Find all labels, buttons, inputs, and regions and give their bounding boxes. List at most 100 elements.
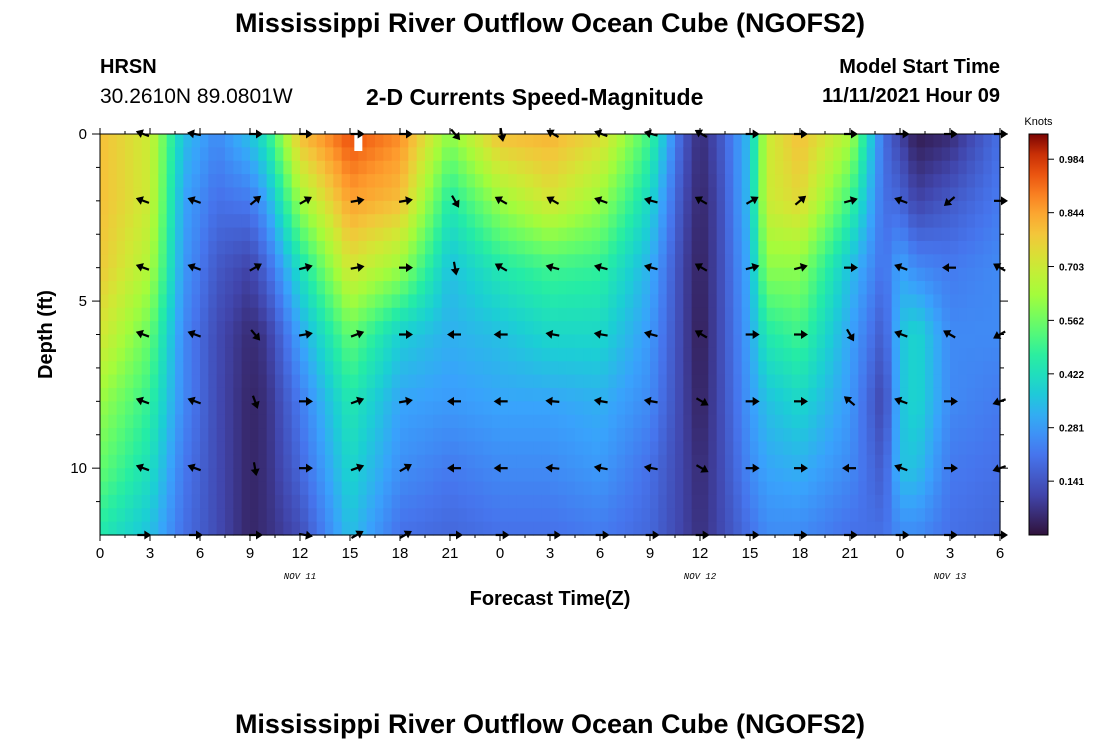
heatmap-cell bbox=[783, 240, 793, 255]
heatmap-cell bbox=[775, 307, 784, 322]
heatmap-cell bbox=[450, 200, 459, 215]
heatmap-cell bbox=[616, 428, 626, 443]
heatmap-cell bbox=[150, 387, 159, 402]
heatmap-cell bbox=[375, 441, 384, 456]
heatmap-cell bbox=[333, 321, 343, 336]
heatmap-cell bbox=[166, 307, 176, 322]
heatmap-cell bbox=[208, 401, 218, 416]
heatmap-cell bbox=[975, 481, 984, 496]
heatmap-cell bbox=[816, 307, 826, 322]
heatmap-cell bbox=[700, 134, 709, 148]
heatmap-cell bbox=[508, 414, 518, 429]
heatmap-cell bbox=[108, 481, 118, 496]
heatmap-cell bbox=[900, 254, 909, 269]
heatmap-cell bbox=[933, 374, 943, 389]
heatmap-cell bbox=[358, 227, 368, 242]
heatmap-cell bbox=[350, 214, 359, 229]
heatmap-cell bbox=[858, 481, 868, 496]
heatmap-cell bbox=[475, 374, 484, 389]
heatmap-cell bbox=[133, 214, 143, 229]
heatmap-cell bbox=[850, 494, 859, 509]
heatmap-cell bbox=[300, 321, 309, 336]
heatmap-cell bbox=[625, 227, 634, 242]
heatmap-cell bbox=[700, 361, 709, 376]
heatmap-cell bbox=[616, 240, 626, 255]
y-tick-label: 5 bbox=[79, 293, 87, 310]
heatmap-cell bbox=[491, 227, 501, 242]
heatmap-cell bbox=[983, 174, 993, 189]
heatmap-cell bbox=[900, 401, 909, 416]
heatmap-cell bbox=[758, 294, 768, 309]
heatmap-cell bbox=[350, 187, 359, 202]
heatmap-cell bbox=[600, 428, 609, 443]
heatmap-cell bbox=[316, 294, 326, 309]
heatmap-cell bbox=[108, 134, 118, 148]
heatmap-cell bbox=[408, 307, 418, 322]
station-coordinates: 30.2610N 89.0801W bbox=[100, 85, 293, 108]
heatmap-cell bbox=[575, 134, 584, 148]
heatmap-cell bbox=[991, 521, 1001, 536]
heatmap-cell bbox=[541, 267, 551, 282]
heatmap-cell bbox=[350, 414, 359, 429]
heatmap-cell bbox=[283, 254, 293, 269]
heatmap-cell bbox=[525, 147, 534, 162]
heatmap-cell bbox=[325, 347, 334, 362]
heatmap-cell bbox=[766, 441, 776, 456]
heatmap-cell bbox=[166, 321, 176, 336]
current-arrow bbox=[643, 396, 658, 406]
heatmap-cell bbox=[458, 227, 468, 242]
heatmap-cell bbox=[966, 401, 976, 416]
arrow-head bbox=[356, 463, 365, 473]
arrow-head bbox=[494, 196, 504, 205]
heatmap-cell bbox=[625, 281, 634, 295]
heatmap-cell bbox=[408, 521, 418, 536]
heatmap-cell bbox=[150, 254, 159, 269]
heatmap-cell bbox=[358, 468, 368, 483]
heatmap-cell bbox=[416, 281, 426, 295]
heatmap-cell bbox=[883, 494, 893, 509]
heatmap-cell bbox=[266, 214, 276, 229]
arrow-head bbox=[545, 463, 553, 473]
heatmap-cell bbox=[450, 361, 459, 376]
heatmap-cell bbox=[783, 147, 793, 162]
heatmap-cell bbox=[350, 441, 359, 456]
heatmap-cell bbox=[966, 454, 976, 469]
heatmap-cell bbox=[550, 494, 559, 509]
heatmap-cell bbox=[966, 508, 976, 523]
heatmap-cell bbox=[225, 347, 234, 362]
heatmap-cell bbox=[816, 387, 826, 402]
heatmap-cell bbox=[216, 401, 226, 416]
heatmap-cell bbox=[750, 321, 759, 336]
heatmap-cell bbox=[758, 334, 768, 349]
heatmap-cell bbox=[150, 214, 159, 229]
heatmap-cell bbox=[225, 468, 234, 483]
heatmap-cell bbox=[950, 147, 959, 162]
heatmap-cell bbox=[266, 281, 276, 295]
heatmap-cell bbox=[141, 428, 151, 443]
heatmap-cell bbox=[400, 334, 409, 349]
day-label: NOV 13 bbox=[934, 572, 967, 582]
heatmap-cell bbox=[900, 334, 909, 349]
heatmap-cell bbox=[758, 267, 768, 282]
heatmap-cell bbox=[208, 508, 218, 523]
heatmap-cell bbox=[266, 267, 276, 282]
heatmap-cell bbox=[466, 200, 476, 215]
heatmap-cell bbox=[808, 294, 818, 309]
heatmap-cell bbox=[316, 187, 326, 202]
heatmap-cell bbox=[458, 254, 468, 269]
heatmap-cell bbox=[225, 521, 234, 536]
heatmap-cell bbox=[358, 481, 368, 496]
heatmap-cell bbox=[950, 468, 959, 483]
heatmap-cell bbox=[775, 321, 784, 336]
heatmap-cell bbox=[550, 508, 559, 523]
heatmap-cell bbox=[941, 468, 951, 483]
heatmap-cell bbox=[833, 147, 843, 162]
heatmap-cell bbox=[491, 147, 501, 162]
heatmap-cell bbox=[991, 468, 1001, 483]
heatmap-cell bbox=[450, 134, 459, 148]
heatmap-cell bbox=[550, 267, 559, 282]
heatmap-cell bbox=[825, 227, 834, 242]
arrow-head bbox=[801, 463, 808, 473]
heatmap-cell bbox=[975, 281, 984, 295]
heatmap-cell bbox=[941, 267, 951, 282]
